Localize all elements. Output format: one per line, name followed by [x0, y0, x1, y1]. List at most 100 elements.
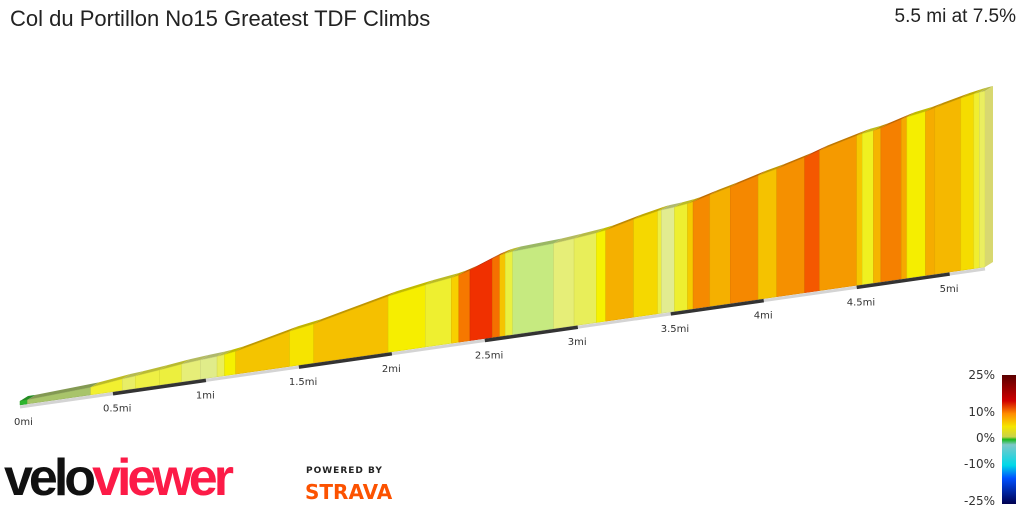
segment-top-face — [873, 123, 889, 131]
baseline-distance-band — [298, 352, 393, 369]
segment-top-face — [499, 248, 514, 256]
profile-segment — [505, 251, 513, 336]
segment-top-face — [934, 93, 969, 108]
profile-segment — [934, 97, 962, 275]
baseline-distance-band — [856, 272, 950, 290]
profile-segment — [499, 253, 506, 337]
legend-label: 25% — [968, 368, 995, 382]
segment-top-face — [90, 374, 131, 388]
profile-segment — [804, 150, 820, 294]
climb-summary: 5.5 mi at 7.5% — [894, 6, 1016, 27]
profile-segment — [880, 118, 902, 283]
profile-segment — [730, 175, 759, 304]
distance-baseline — [19, 267, 986, 409]
profile-segment — [553, 238, 575, 329]
segment-top-face — [425, 272, 460, 286]
segment-top-face — [657, 205, 670, 212]
segment-top-face — [388, 280, 434, 297]
legend-label: -25% — [963, 494, 995, 508]
profile-segment — [492, 255, 500, 338]
segment-top-face — [693, 189, 718, 202]
segment-top-face — [709, 182, 739, 195]
segment-top-face — [512, 238, 562, 252]
x-tick-label: 0mi — [14, 417, 33, 428]
profile-segment — [458, 269, 471, 343]
profile-segment — [469, 258, 493, 341]
segment-top-face — [979, 86, 993, 93]
x-tick-label: 2mi — [382, 364, 401, 375]
segment-top-face — [862, 125, 882, 134]
segment-top-face — [289, 319, 322, 332]
segment-top-face — [159, 359, 190, 371]
segment-top-face — [776, 152, 813, 169]
segment-top-face — [730, 170, 767, 188]
powered-by-label: POWERED BY — [306, 466, 383, 476]
segment-top-face — [605, 214, 642, 231]
profile-segment — [862, 130, 874, 285]
profile-segment — [925, 107, 936, 276]
segment-top-face — [925, 102, 943, 112]
profile-segment — [776, 157, 805, 298]
segment-top-face — [553, 233, 583, 244]
x-tick-label: 4mi — [754, 311, 773, 322]
profile-segment — [873, 127, 882, 284]
profile-segment — [960, 93, 975, 271]
profile-segment — [425, 277, 452, 348]
profile-segment — [19, 399, 28, 406]
segment-top-face — [135, 365, 168, 377]
veloviewer-logo[interactable]: veloviewer — [4, 449, 234, 507]
logo-viewer: viewer — [92, 449, 234, 507]
segment-top-face — [224, 346, 244, 355]
baseline-distance-band — [112, 378, 207, 396]
segment-top-face — [492, 250, 508, 259]
legend-label: -10% — [963, 457, 995, 471]
segment-top-face — [633, 206, 666, 220]
segment-top-face — [674, 198, 696, 208]
segment-top-face — [661, 202, 683, 211]
profile-end-face — [985, 86, 993, 267]
profile-segment — [973, 92, 980, 269]
profile-segment — [200, 356, 218, 380]
profile-segment — [596, 229, 606, 323]
segment-top-face — [856, 128, 871, 136]
profile-segment — [709, 186, 731, 307]
profile-segment — [906, 111, 926, 279]
profile-segment — [757, 168, 778, 300]
profile-segment — [657, 209, 662, 315]
profile-segment — [633, 210, 659, 318]
segment-top-face — [20, 394, 36, 401]
x-tick-label: 3.5mi — [661, 324, 689, 335]
elevation-profile-chart: 0mi 0.5mi 1mi 1.5mi 2mi 2.5mi 3mi 3.5mi 4mi 4.5mi… — [14, 86, 993, 428]
strava-logo[interactable]: STRAVA — [305, 480, 393, 504]
x-axis-ticks: 0mi 0.5mi 1mi 1.5mi 2mi 2.5mi 3mi 3.5mi 4mi 4.5mi… — [14, 284, 959, 428]
segment-top-face — [313, 291, 397, 325]
gradient-color-scale — [1002, 375, 1016, 504]
x-tick-label: 5mi — [940, 284, 959, 295]
segment-top-face — [960, 88, 982, 99]
segment-top-face — [596, 225, 614, 234]
segment-top-face — [574, 228, 605, 239]
profile-segment — [313, 296, 389, 364]
legend-label: 10% — [968, 405, 995, 419]
x-tick-label: 1.5mi — [289, 377, 317, 388]
profile-segment — [687, 201, 694, 310]
profile-segment — [856, 133, 863, 286]
segment-top-face — [973, 87, 988, 94]
segment-top-face — [181, 355, 209, 365]
segment-top-face — [27, 382, 99, 400]
segment-top-face — [687, 196, 702, 204]
x-tick-label: 2.5mi — [475, 351, 503, 362]
segment-top-face — [200, 351, 226, 361]
x-tick-label: 0.5mi — [103, 404, 131, 415]
page-title: Col du Portillon No15 Greatest TDF Climb… — [10, 6, 431, 31]
legend-label: 0% — [975, 431, 995, 445]
profile-segment — [512, 243, 554, 335]
profile-segment — [819, 135, 857, 291]
profile-segment — [674, 203, 688, 312]
segment-top-face — [804, 145, 828, 158]
profile-segment — [235, 331, 290, 375]
segment-top-face — [451, 270, 467, 278]
segment-top-face — [217, 349, 233, 357]
segment-top-face — [122, 371, 144, 380]
segment-top-face — [458, 265, 478, 276]
